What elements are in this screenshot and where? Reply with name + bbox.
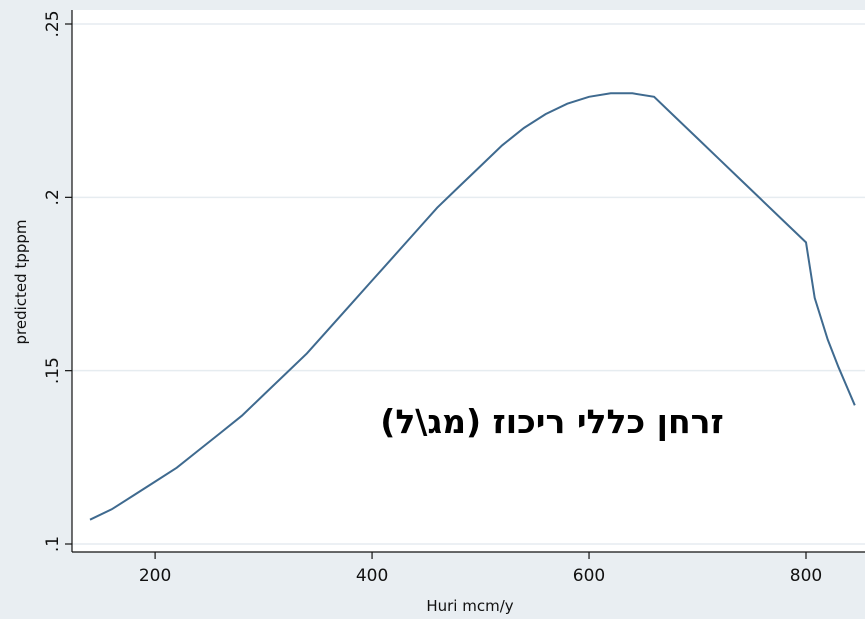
x-axis-title: Huri mcm/y — [426, 597, 513, 615]
x-tick-label: 600 — [573, 566, 605, 586]
y-axis-title: predicted tpppm — [12, 220, 30, 345]
grid-lines — [72, 23, 865, 545]
y-tick-label: .15 — [43, 357, 63, 384]
x-tick-label: 800 — [790, 566, 822, 586]
y-tick-label: .2 — [43, 189, 63, 205]
series-line — [89, 92, 856, 521]
y-tick-label: .25 — [43, 10, 63, 37]
plot-area — [72, 10, 865, 552]
x-tick-label: 400 — [356, 566, 388, 586]
axes — [71, 10, 865, 553]
tick-labels: .1 .15 .2 .25 200 400 600 800 — [43, 10, 822, 586]
x-tick-label: 200 — [139, 566, 171, 586]
y-tick-label: .1 — [43, 536, 63, 552]
annotation-text: זרחן כללי ריכוז (מג\ל) — [380, 402, 724, 441]
ticks — [65, 23, 807, 559]
